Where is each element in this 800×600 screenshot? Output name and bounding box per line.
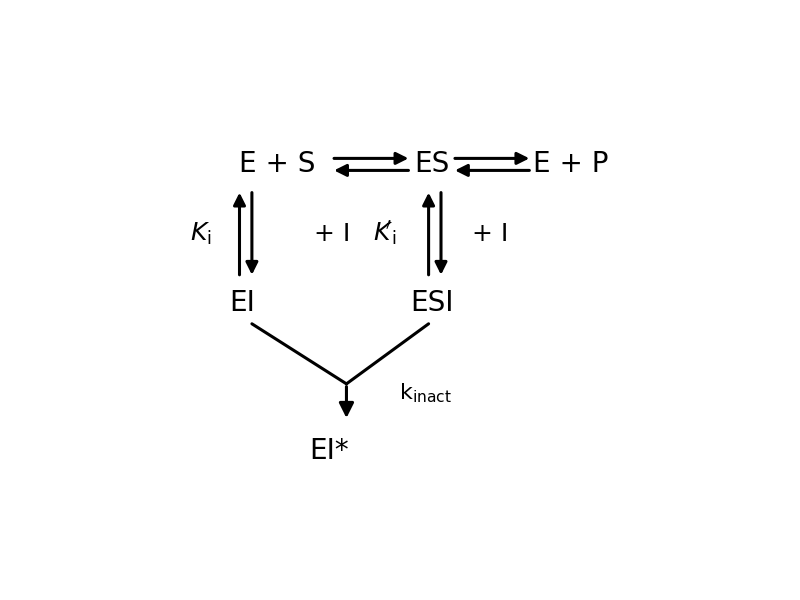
Text: ES: ES bbox=[414, 151, 450, 178]
Text: EI*: EI* bbox=[310, 437, 350, 465]
Text: $K_\mathrm{i}$: $K_\mathrm{i}$ bbox=[190, 221, 211, 247]
Text: k$_\mathrm{inact}$: k$_\mathrm{inact}$ bbox=[399, 381, 452, 405]
Text: + I: + I bbox=[473, 221, 509, 246]
Text: $K\!{}'_\mathrm{i}$: $K\!{}'_\mathrm{i}$ bbox=[374, 220, 397, 248]
Text: E + S: E + S bbox=[238, 151, 315, 178]
Text: EI: EI bbox=[230, 289, 255, 317]
Text: E + P: E + P bbox=[534, 151, 609, 178]
Text: ESI: ESI bbox=[410, 289, 454, 317]
Text: + I: + I bbox=[314, 221, 350, 246]
